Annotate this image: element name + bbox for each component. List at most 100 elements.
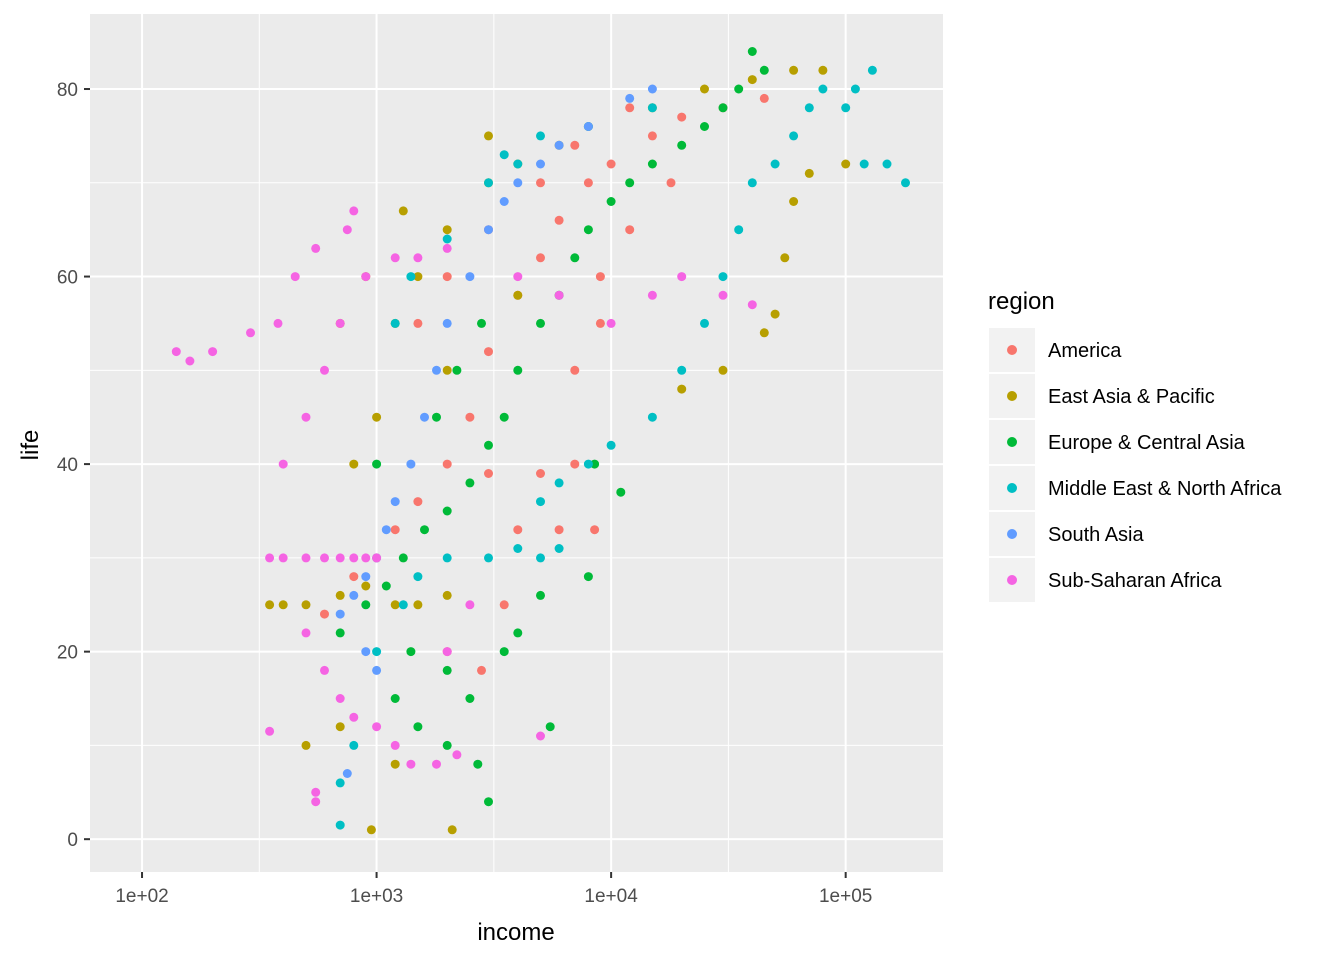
data-point (406, 272, 415, 281)
data-point (536, 732, 545, 741)
data-point (406, 647, 415, 656)
data-point (734, 225, 743, 234)
data-point (484, 553, 493, 562)
data-point (279, 600, 288, 609)
data-point (584, 178, 593, 187)
data-point (596, 319, 605, 328)
x-tick-label: 1e+02 (115, 886, 168, 907)
data-point (361, 647, 370, 656)
data-point (513, 525, 522, 534)
data-point (536, 178, 545, 187)
legend-label: Europe & Central Asia (1048, 432, 1246, 454)
data-point (805, 103, 814, 112)
data-point (246, 328, 255, 337)
data-point (536, 591, 545, 600)
data-point (432, 413, 441, 422)
legend-key-marker (1007, 391, 1017, 401)
data-point (484, 797, 493, 806)
data-point (320, 366, 329, 375)
data-point (719, 103, 728, 112)
data-point (465, 600, 474, 609)
data-point (625, 178, 634, 187)
data-point (343, 225, 352, 234)
data-point (677, 141, 686, 150)
data-point (555, 291, 564, 300)
data-point (818, 66, 827, 75)
data-point (771, 310, 780, 319)
data-point (513, 272, 522, 281)
data-point (302, 628, 311, 637)
data-point (391, 497, 400, 506)
data-point (500, 647, 509, 656)
data-point (700, 122, 709, 131)
data-point (677, 113, 686, 122)
data-point (584, 460, 593, 469)
data-point (513, 178, 522, 187)
data-point (473, 760, 482, 769)
data-point (760, 66, 769, 75)
data-point (536, 253, 545, 262)
data-point (805, 169, 814, 178)
data-point (432, 760, 441, 769)
data-point (536, 160, 545, 169)
data-point (265, 553, 274, 562)
data-point (302, 553, 311, 562)
legend-label: Middle East & North Africa (1048, 478, 1282, 500)
plot-panel (90, 14, 943, 872)
data-point (555, 544, 564, 553)
data-point (677, 272, 686, 281)
data-point (513, 366, 522, 375)
data-point (336, 610, 345, 619)
data-point (484, 225, 493, 234)
data-point (780, 253, 789, 262)
data-point (748, 178, 757, 187)
data-point (536, 131, 545, 140)
data-point (349, 206, 358, 215)
data-point (570, 141, 579, 150)
data-point (584, 572, 593, 581)
data-point (291, 272, 300, 281)
legend-label: Sub-Saharan Africa (1048, 570, 1222, 592)
data-point (320, 610, 329, 619)
data-point (302, 741, 311, 750)
data-point (336, 821, 345, 830)
data-point (484, 441, 493, 450)
data-point (719, 366, 728, 375)
data-point (372, 647, 381, 656)
data-point (500, 150, 509, 159)
data-point (616, 488, 625, 497)
data-point (555, 478, 564, 487)
data-point (406, 460, 415, 469)
data-point (536, 497, 545, 506)
data-point (625, 103, 634, 112)
data-point (555, 525, 564, 534)
data-point (448, 825, 457, 834)
data-point (607, 441, 616, 450)
y-tick-label: 60 (57, 268, 78, 289)
data-point (789, 197, 798, 206)
data-point (406, 760, 415, 769)
data-point (443, 741, 452, 750)
data-point (413, 722, 422, 731)
data-point (443, 235, 452, 244)
data-point (484, 131, 493, 140)
data-point (349, 713, 358, 722)
data-point (382, 525, 391, 534)
data-point (391, 319, 400, 328)
data-point (477, 666, 486, 675)
data-point (361, 553, 370, 562)
data-point (477, 319, 486, 328)
data-point (361, 272, 370, 281)
data-point (391, 741, 400, 750)
data-point (336, 722, 345, 731)
x-tick-label: 1e+03 (350, 886, 403, 907)
x-tick-labels: 1e+02 1e+03 1e+04 1e+05 (115, 886, 872, 907)
data-point (349, 553, 358, 562)
y-tick-label: 0 (67, 830, 78, 851)
data-point (336, 591, 345, 600)
data-point (443, 225, 452, 234)
data-point (265, 600, 274, 609)
data-point (391, 253, 400, 262)
data-point (443, 666, 452, 675)
data-point (771, 160, 780, 169)
